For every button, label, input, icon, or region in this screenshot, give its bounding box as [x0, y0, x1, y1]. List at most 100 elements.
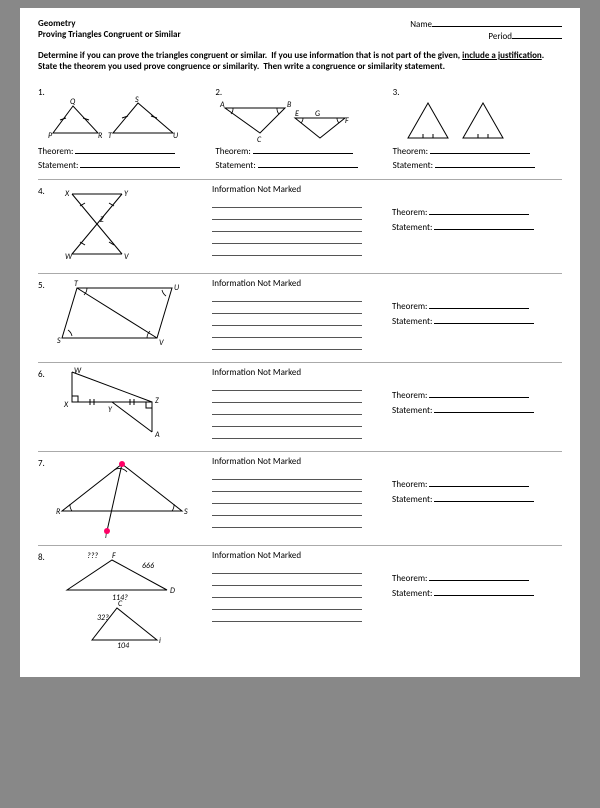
q5-theorem-blank[interactable]: [429, 300, 529, 309]
q5-statement-blank[interactable]: [434, 315, 534, 324]
blank-line[interactable]: [212, 417, 362, 427]
svg-text:E: E: [295, 109, 299, 119]
blank-line[interactable]: [212, 405, 362, 415]
period-blank[interactable]: [512, 30, 562, 39]
q1-statement-blank[interactable]: [80, 159, 180, 168]
header-right: Name Period: [410, 18, 562, 42]
period-label: Period: [488, 31, 512, 42]
svg-text:R: R: [56, 507, 61, 517]
blank-line[interactable]: [212, 234, 362, 244]
svg-text:i: i: [159, 636, 161, 646]
q1-num: 1.: [38, 87, 45, 98]
svg-text:104: 104: [117, 641, 130, 651]
svg-text:V: V: [159, 338, 164, 348]
q7-figure: R S T: [52, 456, 202, 536]
q1-theorem-blank[interactable]: [75, 145, 175, 154]
q2-figure: A B C E G F: [215, 98, 365, 143]
q2-num: 2.: [215, 87, 222, 98]
header: Geometry Proving Triangles Congruent or …: [38, 18, 562, 42]
blank-line[interactable]: [212, 494, 362, 504]
q6-statement-blank[interactable]: [434, 404, 534, 413]
svg-text:W: W: [65, 252, 73, 262]
q3-theorem-blank[interactable]: [430, 145, 530, 154]
svg-text:Z: Z: [100, 215, 104, 225]
blank-line[interactable]: [212, 246, 362, 256]
q7-num: 7.: [38, 456, 52, 469]
svg-text:T: T: [108, 131, 113, 141]
svg-text:Y: Y: [108, 405, 113, 415]
svg-text:S: S: [57, 336, 61, 346]
blank-line[interactable]: [212, 612, 362, 622]
q8-num: 8.: [38, 550, 52, 563]
q8-statement-blank[interactable]: [434, 587, 534, 596]
q5-answers: Theorem: Statement:: [392, 280, 562, 329]
row-1-3: 1. P Q R T S U Theorem: St: [38, 83, 562, 181]
blank-line[interactable]: [212, 564, 362, 574]
svg-text:W: W: [74, 366, 82, 376]
blank-line[interactable]: [212, 292, 362, 302]
svg-text:X: X: [64, 189, 70, 199]
worksheet-page: Geometry Proving Triangles Congruent or …: [20, 8, 580, 677]
blank-line[interactable]: [212, 576, 362, 586]
blank-line[interactable]: [212, 393, 362, 403]
name-blank[interactable]: [432, 18, 562, 27]
svg-text:???: ???: [87, 551, 98, 561]
blank-line[interactable]: [212, 429, 362, 439]
blank-line[interactable]: [212, 316, 362, 326]
q3-answers: Theorem: Statement:: [393, 145, 562, 174]
blank-line[interactable]: [212, 210, 362, 220]
q4-theorem-blank[interactable]: [429, 206, 529, 215]
q2-statement-blank[interactable]: [258, 159, 358, 168]
blank-line[interactable]: [212, 340, 362, 350]
q6-num: 6.: [38, 367, 52, 380]
header-left: Geometry Proving Triangles Congruent or …: [38, 18, 181, 42]
q7-statement-blank[interactable]: [434, 493, 534, 502]
q6-theorem-blank[interactable]: [429, 389, 529, 398]
row-6: 6. W X Y Z A Information Not Marked: [38, 363, 562, 452]
svg-text:V: V: [124, 252, 129, 262]
svg-text:X: X: [63, 400, 69, 410]
blank-line[interactable]: [212, 328, 362, 338]
q8-info: Information Not Marked: [212, 550, 392, 624]
q1-answers: Theorem: Statement:: [38, 145, 207, 174]
svg-text:C: C: [257, 135, 262, 145]
q3: 3. Theorem: Statement:: [393, 87, 562, 174]
blank-line[interactable]: [212, 518, 362, 528]
q6-answers: Theorem: Statement:: [392, 369, 562, 418]
q2: 2. A B C E G F Theorem: St: [215, 87, 384, 174]
name-label: Name: [410, 19, 432, 30]
blank-line[interactable]: [212, 222, 362, 232]
instructions: Determine if you can prove the triangles…: [38, 50, 562, 73]
q4-num: 4.: [38, 184, 52, 197]
q4-statement-blank[interactable]: [434, 221, 534, 230]
q3-statement-blank[interactable]: [435, 159, 535, 168]
svg-text:R: R: [98, 131, 103, 141]
row-4: 4. X Y Z W V Information Not Marked: [38, 180, 562, 274]
svg-text:D: D: [170, 586, 175, 596]
row-7: 7. R S T Information Not Marked: [38, 452, 562, 546]
blank-line[interactable]: [212, 304, 362, 314]
q7-theorem-blank[interactable]: [429, 478, 529, 487]
blank-line[interactable]: [212, 506, 362, 516]
svg-text:Y: Y: [124, 189, 129, 199]
q2-answers: Theorem: Statement:: [215, 145, 384, 174]
blank-line[interactable]: [212, 482, 362, 492]
blank-line[interactable]: [212, 198, 362, 208]
svg-text:G: G: [315, 109, 320, 119]
blank-line[interactable]: [212, 470, 362, 480]
blank-line[interactable]: [212, 588, 362, 598]
q7-info: Information Not Marked: [212, 456, 392, 530]
q1: 1. P Q R T S U Theorem: St: [38, 87, 207, 174]
svg-text:U: U: [173, 131, 178, 141]
svg-text:U: U: [174, 283, 179, 293]
svg-text:Q: Q: [70, 97, 76, 107]
blank-line[interactable]: [212, 381, 362, 391]
q8-theorem-blank[interactable]: [429, 572, 529, 581]
q4-info: Information Not Marked: [212, 184, 392, 258]
svg-text:F: F: [345, 116, 349, 126]
svg-text:P: P: [48, 131, 53, 141]
q2-theorem-blank[interactable]: [253, 145, 353, 154]
svg-text:Z: Z: [155, 396, 159, 406]
blank-line[interactable]: [212, 600, 362, 610]
q5-num: 5.: [38, 278, 52, 291]
